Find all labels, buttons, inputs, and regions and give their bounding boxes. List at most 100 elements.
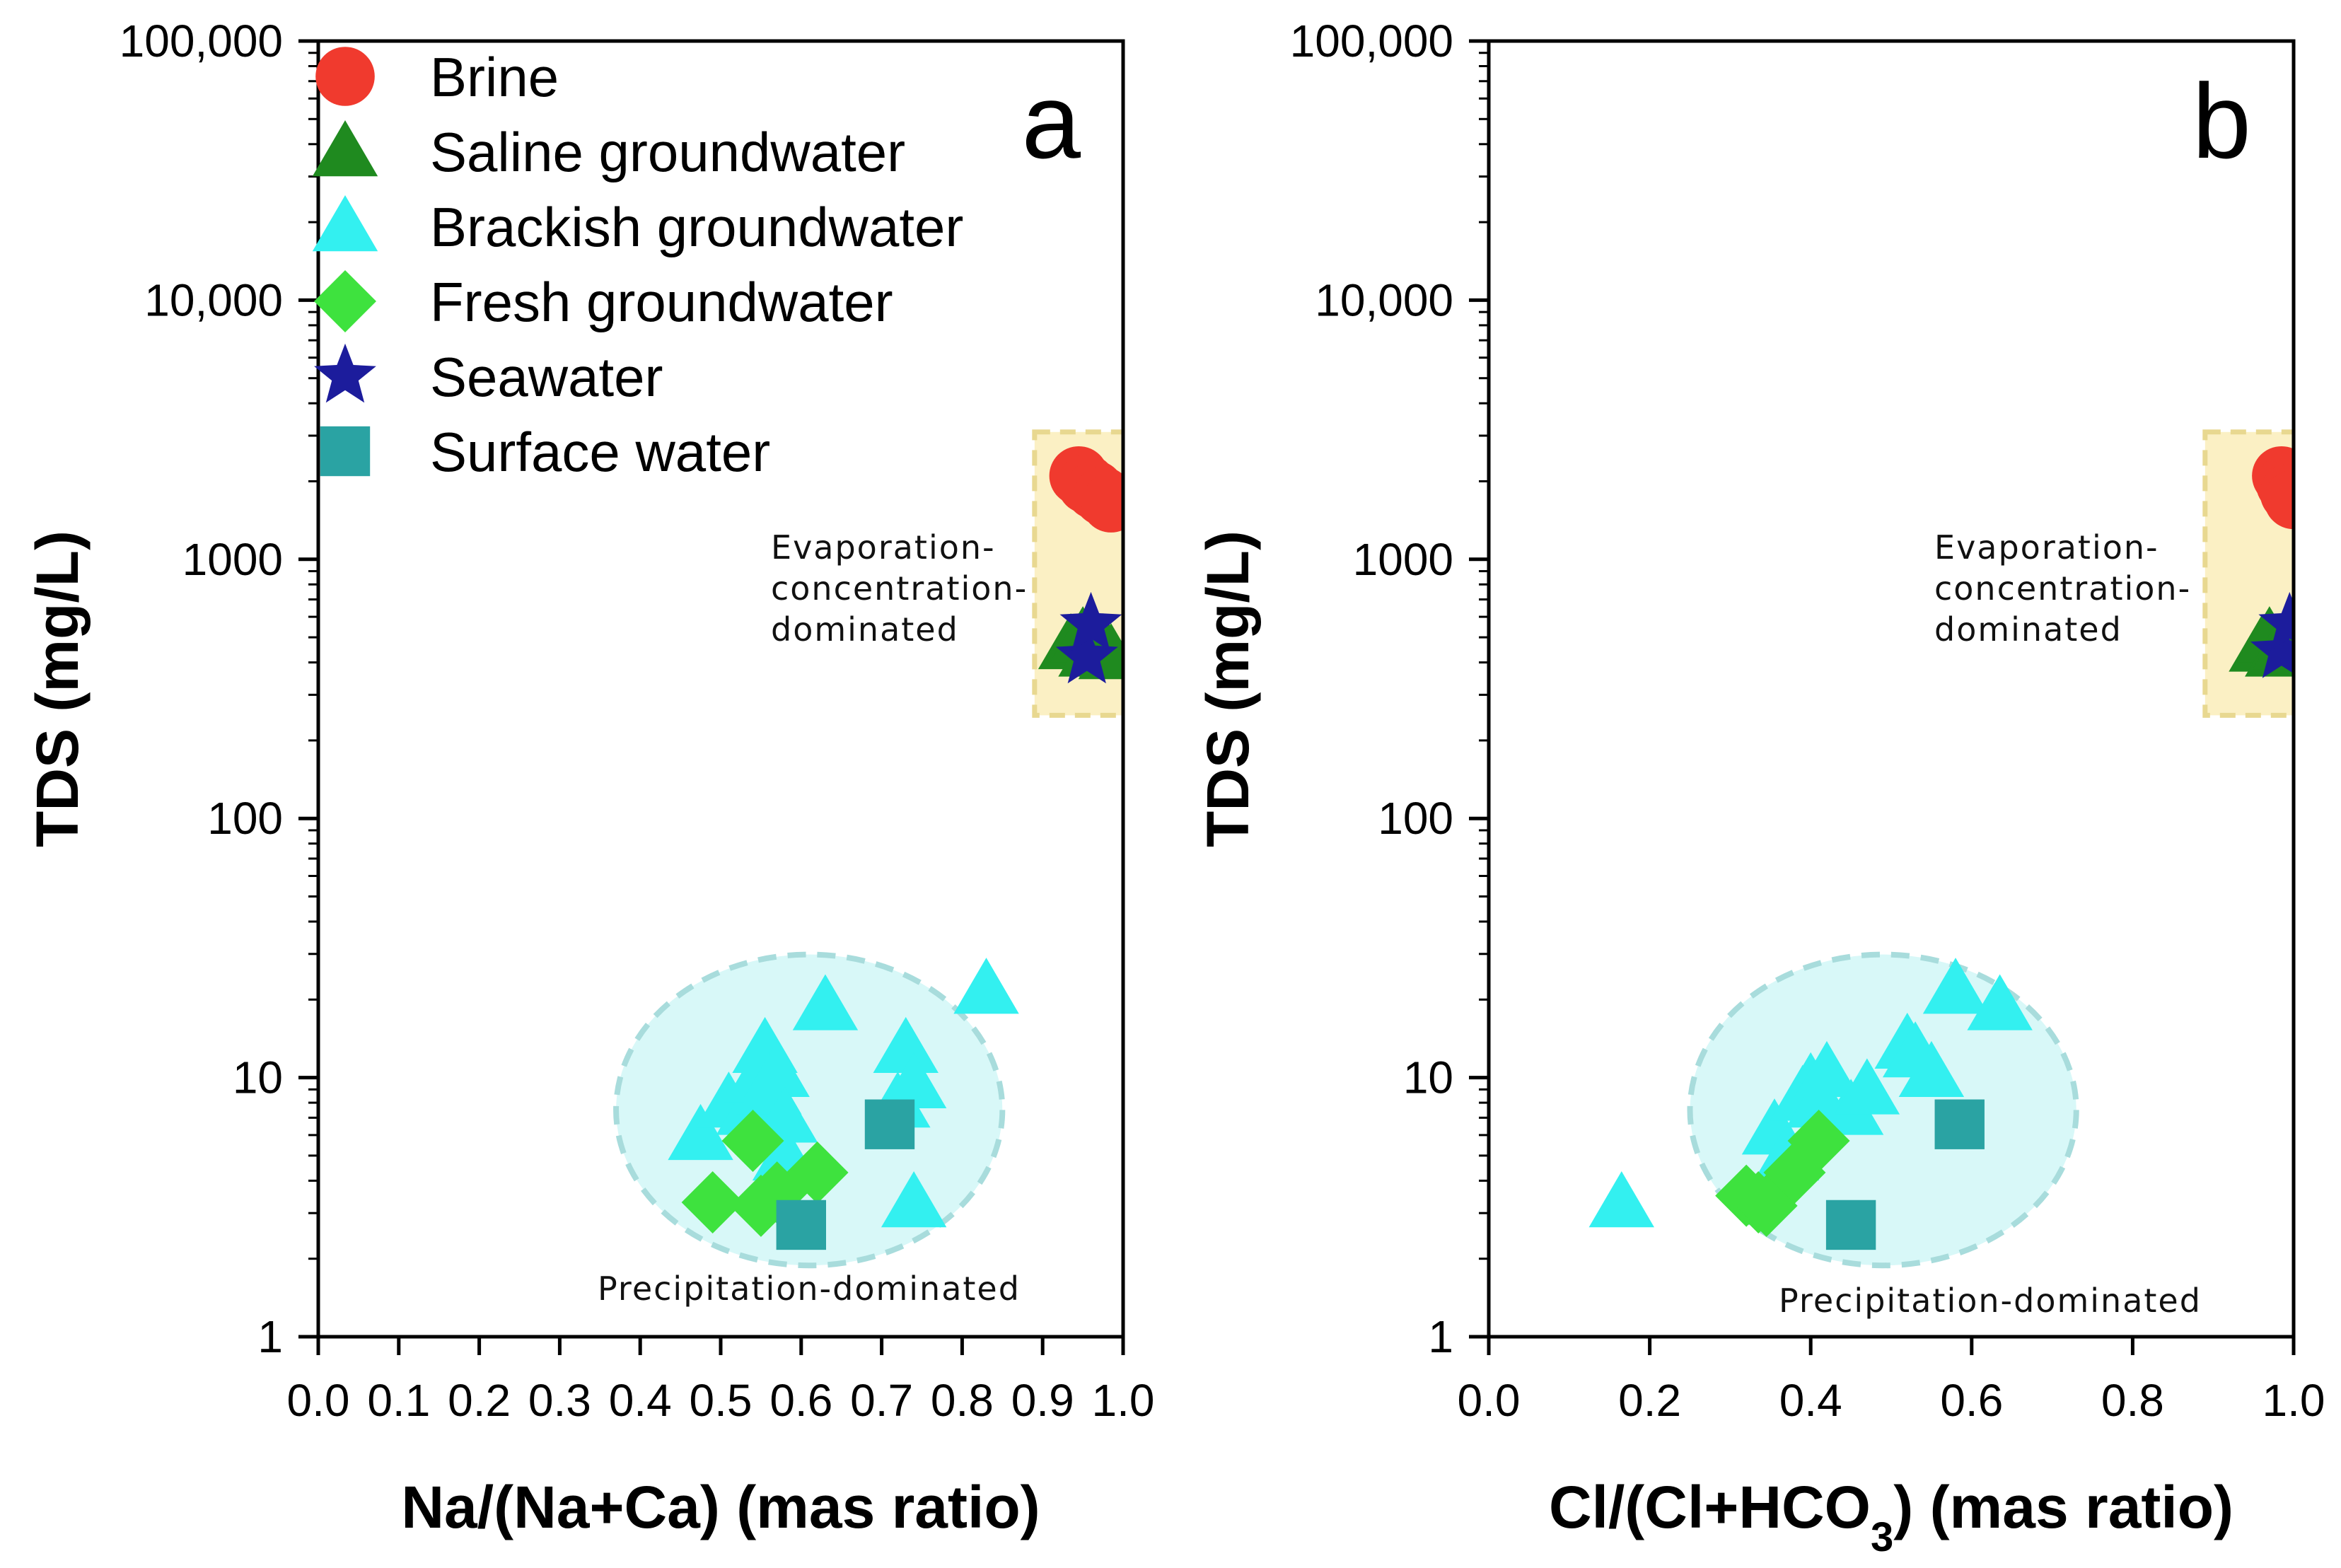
x-tick-label: 0.5 (690, 1375, 753, 1426)
legend-item-seawater: Seawater (314, 343, 663, 408)
evaporation-label-line: concentration- (1934, 569, 2191, 608)
plot-area (1588, 429, 2294, 1269)
x-tick-label: 0.8 (931, 1375, 994, 1426)
legend-item-surface: Surface water (320, 421, 770, 483)
x-tick-label: 0.4 (1779, 1375, 1842, 1426)
x-tick-label: 0.6 (1940, 1375, 2003, 1426)
x-tick-label: 0.0 (1458, 1375, 1521, 1426)
series-fresh (1715, 1110, 1850, 1237)
evaporation-label-line: dominated (1934, 610, 2122, 649)
evaporation-label-line: Evaporation- (1934, 528, 2159, 567)
point-brackish (792, 974, 859, 1030)
y-tick-label: 1 (257, 1311, 283, 1362)
legend-item-brackish: Brackish groundwater (312, 195, 963, 258)
legend-label: Brackish groundwater (430, 196, 963, 258)
evaporation-label-line: concentration- (771, 569, 1028, 608)
point-brackish (744, 1040, 810, 1098)
y-tick-label: 100 (1378, 793, 1453, 844)
x-axis-title: Cl/(Cl+HCO3) (mas ratio) (1549, 1474, 2233, 1560)
precipitation-label: Precipitation-dominated (1779, 1282, 2202, 1320)
legend-item-fresh: Fresh groundwater (314, 270, 893, 333)
series-surface (776, 1099, 915, 1250)
x-tick-label: 0.1 (367, 1375, 430, 1426)
fresh-legend-icon (314, 270, 376, 332)
point-fresh (786, 1141, 849, 1204)
brine-legend-icon (315, 47, 375, 106)
x-axis-title-part: Cl/(Cl+HCO (1549, 1474, 1871, 1540)
legend-item-brine: Brine (315, 46, 559, 108)
chart-panel-a: 0.0 0.1 0.2 0.3 0.4 0.5 0.6 0.7 0.8 0.9 1.0 1 10 100 1… (24, 16, 1154, 1540)
brackish-legend-icon (312, 195, 378, 252)
legend-item-saline: Saline groundwater (312, 120, 905, 183)
plot-frame (1487, 39, 2296, 1339)
point-brackish (1967, 974, 2033, 1030)
legend-label: Brine (430, 46, 559, 108)
evaporation-label: Evaporation-concentration-dominated (771, 528, 1028, 649)
chart-panel-b: 0.0 0.2 0.4 0.6 0.8 1.0 1 10 100 1000 10,000 100,00… (1195, 16, 2325, 1560)
point-surface (1934, 1099, 1985, 1149)
y-tick-label: 1000 (1353, 534, 1453, 585)
evaporation-label: Evaporation-concentration-dominated (1934, 528, 2191, 649)
legend-label: Seawater (430, 346, 663, 408)
point-seawater (2258, 591, 2294, 651)
y-tick-label: 100,000 (120, 16, 283, 66)
y-tick-label: 100 (207, 793, 283, 844)
y-tick-label: 10,000 (144, 274, 283, 325)
series-seawater (2250, 591, 2294, 678)
legend-label: Surface water (430, 421, 770, 483)
point-surface (1825, 1200, 1876, 1250)
evaporation-label-line: dominated (771, 610, 959, 649)
y-tick-label: 10 (1403, 1052, 1453, 1103)
point-brackish (1794, 1040, 1860, 1098)
point-brackish (881, 1052, 947, 1108)
point-fresh (681, 1171, 744, 1234)
series-brine (2252, 446, 2294, 530)
surface-legend-icon (320, 426, 371, 477)
point-surface (776, 1200, 826, 1250)
point-brackish (1588, 1171, 1654, 1228)
y-tick-label: 10,000 (1315, 274, 1453, 325)
point-seawater (1059, 591, 1122, 651)
panel-letter: b (2192, 62, 2251, 180)
point-brine (2264, 470, 2294, 530)
point-surface (864, 1099, 915, 1149)
x-tick-label: 0.8 (2101, 1375, 2164, 1426)
point-fresh (1787, 1110, 1850, 1173)
x-tick-label: 1.0 (1092, 1375, 1155, 1426)
y-tick-label: 1 (1428, 1311, 1453, 1362)
evaporation-label-line: Evaporation- (771, 528, 996, 567)
x-tick-label: 0.7 (850, 1375, 913, 1426)
point-brackish (953, 958, 1019, 1014)
x-tick-label: 0.0 (287, 1375, 350, 1426)
legend-label: Saline groundwater (430, 121, 905, 183)
point-brackish (1922, 958, 1989, 1014)
legend-label: Fresh groundwater (430, 271, 893, 333)
x-tick-label: 0.2 (448, 1375, 511, 1426)
point-seawater (1055, 624, 1118, 684)
legend: Brine Saline groundwater Brackish groundwa… (312, 46, 963, 483)
point-brackish (1898, 1040, 1965, 1098)
y-tick-label: 1000 (182, 534, 283, 585)
point-brackish (873, 1016, 939, 1074)
x-tick-label: 0.9 (1011, 1375, 1074, 1426)
precipitation-label: Precipitation-dominated (598, 1270, 1021, 1308)
y-tick-label: 10 (233, 1052, 283, 1103)
point-fresh (721, 1110, 784, 1173)
series-brackish (1588, 958, 2033, 1228)
y-axis-title: TDS (mg/L) (1195, 530, 1261, 847)
series-brine (1049, 446, 1123, 533)
point-brackish (668, 1103, 733, 1161)
point-brackish (881, 1171, 947, 1228)
panel-letter: a (1022, 62, 1081, 180)
point-brine (1081, 473, 1123, 533)
series-surface (1825, 1099, 1985, 1250)
x-axis-title-subscript: 3 (1871, 1514, 1893, 1560)
point-brackish (1834, 1058, 1900, 1115)
y-tick-label: 100,000 (1290, 16, 1453, 66)
y-axis-title: TDS (mg/L) (24, 530, 91, 847)
series-seawater (1055, 591, 1122, 684)
x-axis-title-part: ) (mas ratio) (1893, 1474, 2233, 1540)
saline-legend-icon (312, 120, 378, 177)
plot-area (613, 429, 1123, 1269)
